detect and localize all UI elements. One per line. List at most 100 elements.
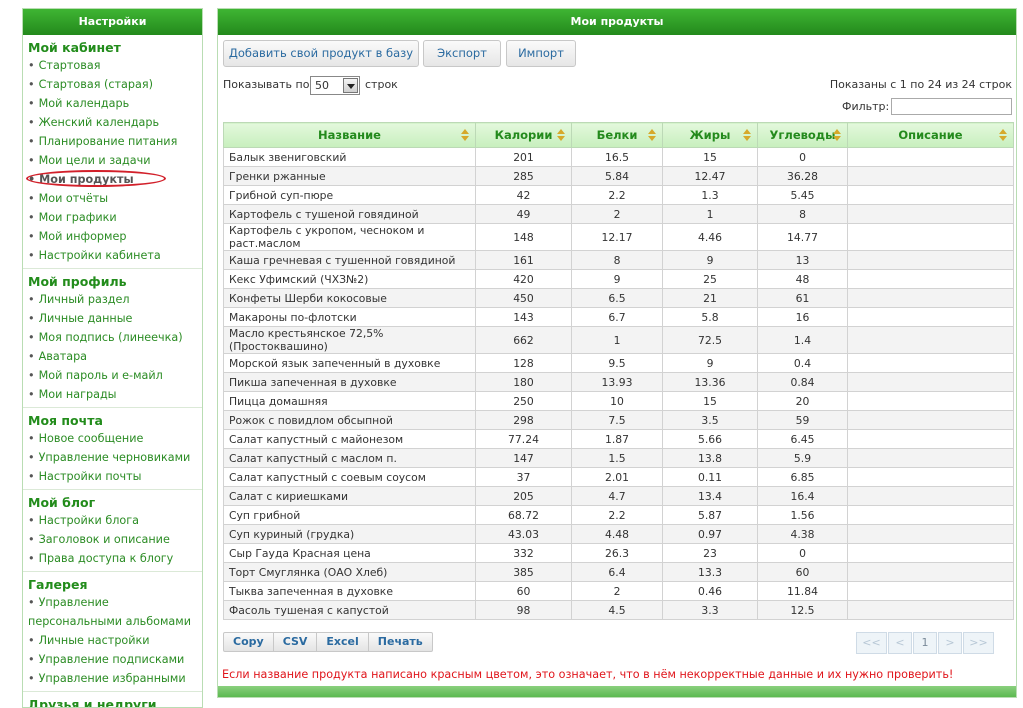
sort-icon[interactable]	[557, 128, 565, 142]
column-header-description[interactable]: Описание	[847, 122, 1014, 148]
sidebar-item[interactable]: • Мои отчёты	[28, 189, 202, 208]
sidebar-item[interactable]: • Личный раздел	[28, 290, 202, 309]
table-cell: 3.5	[662, 410, 758, 430]
excel-button[interactable]: Excel	[317, 633, 369, 651]
table-row[interactable]: Салат с кириешками 205 4.7 13.4 16.4	[223, 486, 1014, 506]
sidebar-item[interactable]: • Личные данные	[28, 309, 202, 328]
first-page-button[interactable]: <<	[856, 632, 887, 654]
sidebar-item[interactable]: • Управление черновиками	[28, 448, 202, 467]
table-row[interactable]: Торт Смуглянка (ОАО Хлеб) 385 6.4 13.3 60	[223, 562, 1014, 582]
sidebar-item[interactable]: • Стартовая	[28, 56, 202, 75]
table-row[interactable]: Суп куриный (грудка) 43.03 4.48 0.97 4.38	[223, 524, 1014, 544]
sort-icon[interactable]	[743, 128, 751, 142]
sidebar-item[interactable]: • Женский календарь	[28, 113, 202, 132]
table-row[interactable]: Картофель с укропом, чесноком и раст.мас…	[223, 223, 1014, 251]
table-cell: 1	[662, 204, 758, 224]
sidebar-item[interactable]: • Мой информер	[28, 227, 202, 246]
sidebar-section-title[interactable]: Моя почта	[28, 413, 103, 428]
table-row[interactable]: Гренки ржанные 285 5.84 12.47 36.28	[223, 166, 1014, 186]
sidebar-item-label: Аватара	[38, 350, 88, 363]
table-row[interactable]: Тыква запеченная в духовке 60 2 0.46 11.84	[223, 581, 1014, 601]
sidebar-section-title[interactable]: Мой кабинет	[28, 40, 121, 55]
column-header-name[interactable]: Название	[223, 122, 476, 148]
table-row[interactable]: Суп грибной 68.72 2.2 5.87 1.56	[223, 505, 1014, 525]
sidebar-item[interactable]: • Мой пароль и е-майл	[28, 366, 202, 385]
column-header-carbs[interactable]: Углеводы	[757, 122, 848, 148]
sidebar-item[interactable]: • Новое сообщение	[28, 429, 202, 448]
sidebar-item[interactable]: • Аватара	[28, 347, 202, 366]
sidebar-section-title[interactable]: Друзья и недруги	[28, 697, 157, 708]
table-cell: 9	[571, 269, 663, 289]
import-button[interactable]: Импорт	[506, 40, 576, 67]
sidebar-item[interactable]: • Управление избранными	[28, 669, 202, 688]
filter-input[interactable]	[891, 98, 1012, 115]
sort-icon[interactable]	[648, 128, 656, 142]
product-name-cell: Фасоль тушеная с капустой	[223, 600, 476, 620]
sidebar-item[interactable]: • Планирование питания	[28, 132, 202, 151]
page-number-button[interactable]: 1	[913, 632, 937, 654]
sidebar-item[interactable]: • Мои цели и задачи	[28, 151, 202, 170]
sidebar-item[interactable]: • Права доступа к блогу	[28, 549, 202, 568]
prev-page-button[interactable]: <	[888, 632, 912, 654]
sidebar-item[interactable]: • Настройки кабинета	[28, 246, 202, 265]
add-product-button[interactable]: Добавить свой продукт в базу	[223, 40, 419, 67]
sidebar-item[interactable]: • Управление подписками	[28, 650, 202, 669]
table-row[interactable]: Грибной суп-пюре 42 2.2 1.3 5.45	[223, 185, 1014, 205]
column-header-protein[interactable]: Белки	[571, 122, 663, 148]
sidebar-section-title[interactable]: Мой профиль	[28, 274, 127, 289]
table-row[interactable]: Картофель с тушеной говядиной 49 2 1 8	[223, 204, 1014, 224]
csv-button[interactable]: CSV	[274, 633, 318, 651]
sidebar-item[interactable]: • Мой календарь	[28, 94, 202, 113]
sidebar-item[interactable]: • Мои графики	[28, 208, 202, 227]
sidebar-item[interactable]: • Мои продукты	[26, 170, 202, 189]
sidebar-item[interactable]: • Мои награды	[28, 385, 202, 404]
table-row[interactable]: Салат капустный с майонезом 77.24 1.87 5.66…	[223, 429, 1014, 449]
sidebar-section-title[interactable]: Галерея	[28, 577, 88, 592]
sidebar-item[interactable]: • Стартовая (старая)	[28, 75, 202, 94]
export-button[interactable]: Экспорт	[423, 40, 501, 67]
table-row[interactable]: Конфеты Шерби кокосовые 450 6.5 21 61	[223, 288, 1014, 308]
print-button[interactable]: Печать	[377, 635, 423, 648]
dropdown-arrow-icon[interactable]	[343, 78, 358, 93]
sidebar-section-title[interactable]: Мой блог	[28, 495, 96, 510]
sidebar-item-label: Стартовая (старая)	[38, 78, 153, 91]
column-header-fat[interactable]: Жиры	[662, 122, 758, 148]
table-row[interactable]: Пикша запеченная в духовке 180 13.93 13.36 0…	[223, 372, 1014, 392]
table-row[interactable]: Салат капустный с соевым соусом 37 2.01 0.1…	[223, 467, 1014, 487]
table-row[interactable]: Сыр Гауда Красная цена 332 26.3 23 0	[223, 543, 1014, 563]
sidebar-item[interactable]: • Настройки почты	[28, 467, 202, 486]
rows-per-page-select[interactable]: 50	[310, 76, 360, 95]
sidebar-item[interactable]: • Настройки блога	[28, 511, 202, 530]
table-row[interactable]: Фасоль тушеная с капустой 98 4.5 3.3 12.5	[223, 600, 1014, 620]
table-cell: 2.2	[571, 505, 663, 525]
table-row[interactable]: Каша гречневая с тушенной говядиной 161 8 9…	[223, 250, 1014, 270]
table-row[interactable]: Морской язык запеченный в духовке 128 9.5 9…	[223, 353, 1014, 373]
sidebar-item[interactable]: • Управление персональными альбомами	[28, 593, 202, 631]
sort-icon[interactable]	[999, 128, 1007, 142]
sort-icon[interactable]	[461, 128, 469, 142]
table-cell: 6.4	[571, 562, 663, 582]
sidebar-item[interactable]: • Личные настройки	[28, 631, 202, 650]
table-row[interactable]: Рожок с повидлом обсыпной 298 7.5 3.5 59	[223, 410, 1014, 430]
bullet-icon: •	[28, 369, 35, 382]
table-cell	[847, 524, 1014, 544]
bullet-icon: •	[28, 192, 35, 205]
table-row[interactable]: Салат капустный с маслом п. 147 1.5 13.8 5.9	[223, 448, 1014, 468]
next-page-button[interactable]: >	[938, 632, 962, 654]
table-cell: 2.2	[571, 185, 663, 205]
sidebar-item[interactable]: • Моя подпись (линеечка)	[28, 328, 202, 347]
table-row[interactable]: Кекс Уфимский (ЧХЗ№2) 420 9 25 48	[223, 269, 1014, 289]
sidebar-item[interactable]: • Заголовок и описание	[28, 530, 202, 549]
table-row[interactable]: Пицца домашняя 250 10 15 20	[223, 391, 1014, 411]
last-page-button[interactable]: >>	[963, 632, 994, 654]
table-row[interactable]: Макароны по-флотски 143 6.7 5.8 16	[223, 307, 1014, 327]
table-row[interactable]: Масло крестьянское 72,5% (Простоквашино)…	[223, 326, 1014, 354]
table-cell: 6.85	[757, 467, 848, 487]
copy-button[interactable]: Copy	[224, 633, 274, 651]
table-cell	[847, 448, 1014, 468]
column-header-calories[interactable]: Калории	[475, 122, 572, 148]
product-name-cell: Морской язык запеченный в духовке	[223, 353, 476, 373]
sort-icon[interactable]	[833, 128, 841, 142]
table-row[interactable]: Балык звениговский 201 16.5 15 0	[223, 147, 1014, 167]
table-cell	[847, 372, 1014, 392]
